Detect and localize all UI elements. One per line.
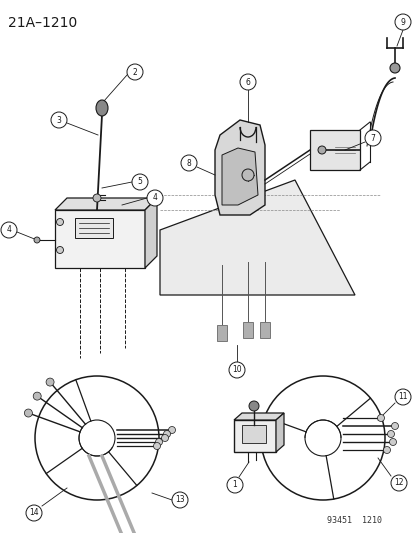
Text: 7: 7 bbox=[370, 133, 375, 142]
Circle shape bbox=[26, 505, 42, 521]
Circle shape bbox=[34, 237, 40, 243]
Circle shape bbox=[93, 194, 101, 202]
Text: 14: 14 bbox=[29, 508, 39, 518]
Text: 21A–1210: 21A–1210 bbox=[8, 16, 77, 30]
Bar bbox=[309, 130, 359, 170]
Circle shape bbox=[161, 434, 168, 441]
Polygon shape bbox=[214, 120, 264, 215]
Text: 2: 2 bbox=[132, 68, 137, 77]
Circle shape bbox=[389, 439, 396, 446]
Polygon shape bbox=[221, 148, 257, 205]
Circle shape bbox=[394, 14, 410, 30]
Polygon shape bbox=[145, 198, 157, 268]
Circle shape bbox=[132, 174, 147, 190]
Polygon shape bbox=[233, 413, 283, 420]
Text: 93451  1210: 93451 1210 bbox=[327, 516, 382, 525]
Circle shape bbox=[387, 431, 394, 438]
Circle shape bbox=[56, 246, 63, 254]
Circle shape bbox=[24, 409, 32, 417]
Bar bbox=[233, 420, 275, 452]
Circle shape bbox=[147, 190, 163, 206]
Circle shape bbox=[153, 442, 160, 449]
Circle shape bbox=[127, 64, 142, 80]
Circle shape bbox=[248, 401, 259, 411]
Circle shape bbox=[391, 423, 398, 430]
Circle shape bbox=[180, 155, 197, 171]
Text: 3: 3 bbox=[57, 116, 61, 125]
Circle shape bbox=[51, 112, 67, 128]
Text: 4: 4 bbox=[152, 193, 157, 203]
Bar bbox=[216, 325, 226, 341]
Ellipse shape bbox=[96, 100, 108, 116]
Bar bbox=[242, 322, 252, 338]
Circle shape bbox=[317, 146, 325, 154]
Bar bbox=[259, 322, 269, 338]
Circle shape bbox=[228, 362, 244, 378]
Polygon shape bbox=[55, 210, 145, 268]
Text: 11: 11 bbox=[397, 392, 407, 401]
Polygon shape bbox=[159, 180, 354, 295]
Text: 6: 6 bbox=[245, 77, 250, 86]
Circle shape bbox=[171, 492, 188, 508]
Polygon shape bbox=[275, 413, 283, 452]
Circle shape bbox=[240, 74, 255, 90]
Circle shape bbox=[226, 477, 242, 493]
Text: 9: 9 bbox=[400, 18, 404, 27]
Circle shape bbox=[389, 63, 399, 73]
Circle shape bbox=[382, 447, 389, 454]
Circle shape bbox=[163, 431, 170, 438]
Circle shape bbox=[155, 439, 162, 446]
Bar bbox=[242, 425, 266, 443]
Circle shape bbox=[1, 222, 17, 238]
Text: 10: 10 bbox=[232, 366, 241, 375]
Bar bbox=[75, 218, 113, 238]
Circle shape bbox=[390, 475, 406, 491]
Circle shape bbox=[394, 389, 410, 405]
Circle shape bbox=[364, 130, 380, 146]
Circle shape bbox=[56, 219, 63, 225]
Circle shape bbox=[377, 415, 384, 422]
Text: 13: 13 bbox=[175, 496, 184, 505]
Polygon shape bbox=[55, 198, 157, 210]
Text: 5: 5 bbox=[137, 177, 142, 187]
Circle shape bbox=[168, 426, 175, 433]
Text: 8: 8 bbox=[186, 158, 191, 167]
Circle shape bbox=[33, 392, 41, 400]
Text: 12: 12 bbox=[393, 479, 403, 488]
Text: 1: 1 bbox=[232, 481, 237, 489]
Circle shape bbox=[242, 169, 254, 181]
Text: 4: 4 bbox=[7, 225, 12, 235]
Circle shape bbox=[46, 378, 54, 386]
